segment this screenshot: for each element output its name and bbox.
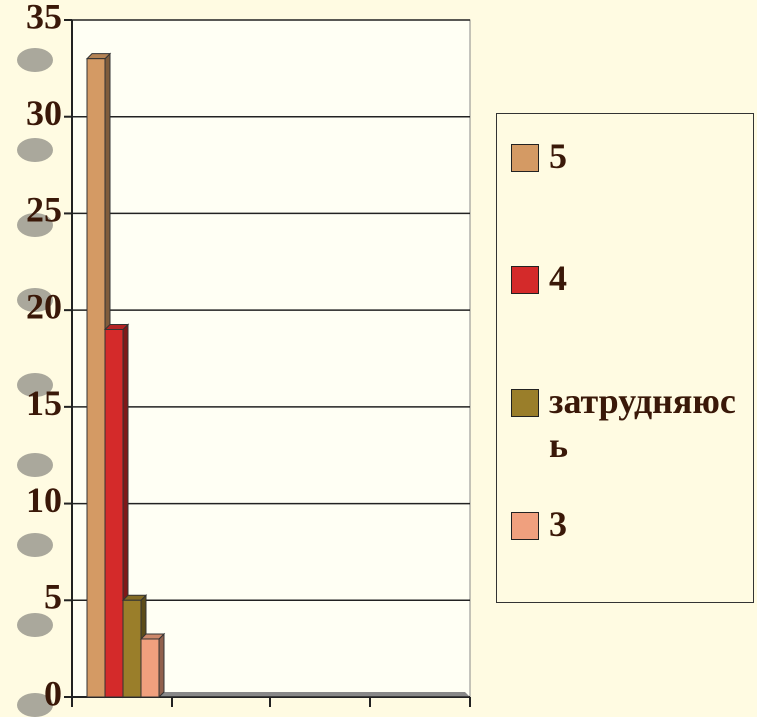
legend-label: 4 <box>549 258 567 298</box>
legend-swatch <box>511 512 539 540</box>
legend-item: затрудняюсь <box>511 379 744 467</box>
binding <box>17 48 53 717</box>
y-tick-label: 35 <box>26 0 62 36</box>
legend-label: затрудняюсь <box>549 381 736 465</box>
y-tick-label: 25 <box>26 190 62 230</box>
floor <box>159 692 470 697</box>
legend-item: 5 <box>511 134 744 178</box>
bar-front <box>86 58 106 698</box>
bar-front <box>104 328 124 698</box>
y-tick-label: 5 <box>44 577 62 617</box>
legend-swatch <box>511 266 539 294</box>
y-tick-label: 15 <box>26 383 62 423</box>
y-tick-label: 20 <box>26 286 62 326</box>
y-tick-label: 0 <box>44 673 62 713</box>
bar-side <box>158 632 165 699</box>
x-axis <box>71 696 471 707</box>
legend-label: 5 <box>549 136 567 176</box>
bar-front <box>122 599 142 698</box>
bar-front <box>140 638 160 698</box>
y-tick-label: 10 <box>26 480 62 520</box>
bar <box>139 632 166 699</box>
legend-item: 4 <box>511 256 744 300</box>
legend-swatch <box>511 144 539 172</box>
legend-label: 3 <box>549 504 567 544</box>
y-tick-label: 30 <box>26 93 62 133</box>
legend: 5 4 затрудняюсь 3 <box>496 113 754 603</box>
legend-swatch <box>511 389 539 417</box>
legend-item: 3 <box>511 502 744 546</box>
plot-area <box>71 19 471 698</box>
